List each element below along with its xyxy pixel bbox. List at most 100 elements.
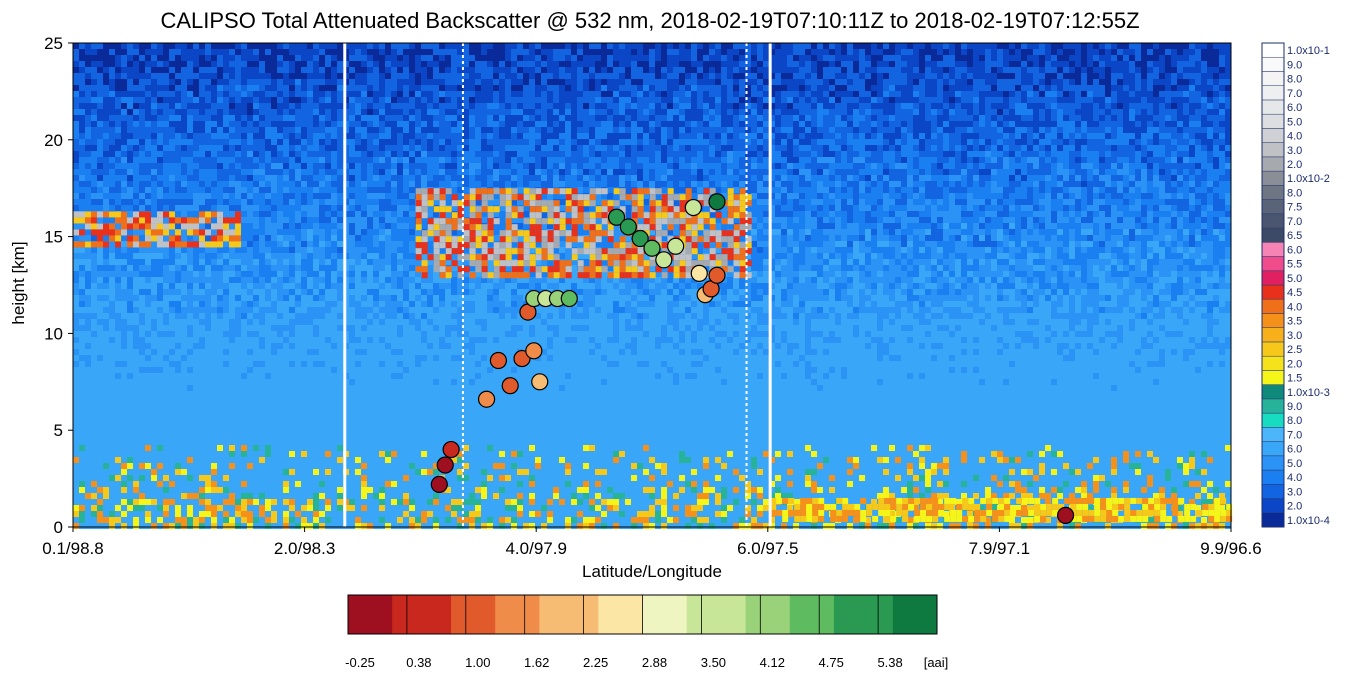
- aai-colorbar-swatch: [643, 595, 658, 634]
- backscatter-colorbar-label: 5.0: [1287, 458, 1302, 470]
- backscatter-colorbar-swatch: [1262, 413, 1284, 427]
- aai-point: [479, 391, 495, 407]
- x-tick-label: 0.1/98.8: [42, 539, 103, 558]
- backscatter-colorbar-swatch: [1262, 442, 1284, 456]
- backscatter-colorbar-swatch: [1262, 356, 1284, 370]
- backscatter-colorbar-label: 8.0: [1287, 187, 1302, 199]
- aai-colorbar-swatch: [598, 595, 613, 634]
- aai-colorbar-swatch: [893, 595, 908, 634]
- aai-colorbar-swatch: [657, 595, 672, 634]
- backscatter-colorbar-label: 3.0: [1287, 330, 1302, 342]
- backscatter-colorbar-swatch: [1262, 271, 1284, 285]
- backscatter-colorbar-swatch: [1262, 328, 1284, 342]
- aai-colorbar-swatch: [628, 595, 643, 634]
- backscatter-colorbar-swatch: [1262, 499, 1284, 513]
- backscatter-colorbar-swatch: [1262, 86, 1284, 100]
- backscatter-colorbar-swatch: [1262, 427, 1284, 441]
- backscatter-colorbar-swatch: [1262, 513, 1284, 527]
- backscatter-colorbar-swatch: [1262, 399, 1284, 413]
- aai-point: [709, 194, 725, 210]
- aai-colorbar-swatch: [613, 595, 628, 634]
- backscatter-colorbar-swatch: [1262, 171, 1284, 185]
- backscatter-colorbar-label: 2.0: [1287, 159, 1302, 171]
- aai-colorbar-swatch: [466, 595, 481, 634]
- backscatter-colorbar-label: 5.0: [1287, 273, 1302, 285]
- backscatter-colorbar-label: 6.0: [1287, 102, 1302, 114]
- backscatter-colorbar-swatch: [1262, 43, 1284, 57]
- aai-colorbar-swatch: [436, 595, 451, 634]
- backscatter-colorbar-label: 1.0x10-2: [1287, 173, 1330, 185]
- backscatter-colorbar-swatch: [1262, 242, 1284, 256]
- aai-point: [561, 291, 577, 307]
- backscatter-colorbar-label: 7.5: [1287, 202, 1302, 214]
- layer-3: [770, 498, 1232, 522]
- aai-colorbar: -0.25 0.38 1.00 1.62 2.25 2.88 3.50 4.12 4.75 5.3…: [345, 595, 937, 670]
- backscatter-colorbar-swatch: [1262, 71, 1284, 85]
- backscatter-colorbar-label: 6.0: [1287, 244, 1302, 256]
- aai-colorbar-tick-label: 2.25: [583, 655, 608, 670]
- backscatter-colorbar-swatch: [1262, 257, 1284, 271]
- chart-title: CALIPSO Total Attenuated Backscatter @ 5…: [160, 8, 1139, 33]
- y-tick-label: 25: [44, 34, 63, 53]
- aai-colorbar-tick-label: -0.25: [345, 655, 375, 670]
- aai-point: [668, 238, 684, 254]
- backscatter-colorbar: 1.0x10-42.03.04.05.06.07.08.09.01.0x10-3…: [1262, 43, 1330, 527]
- aai-colorbar-swatch: [701, 595, 716, 634]
- x-tick-label: 9.9/96.6: [1200, 539, 1261, 558]
- backscatter-colorbar-label: 3.5: [1287, 316, 1302, 328]
- backscatter-colorbar-label: 1.5: [1287, 373, 1302, 385]
- aai-point: [709, 267, 725, 283]
- aai-colorbar-swatch: [363, 595, 378, 634]
- backscatter-colorbar-label: 9.0: [1287, 401, 1302, 413]
- aai-colorbar-swatch: [922, 595, 937, 634]
- backscatter-colorbar-swatch: [1262, 285, 1284, 299]
- aai-point: [656, 252, 672, 268]
- aai-colorbar-swatch: [451, 595, 466, 634]
- aai-colorbar-swatch: [819, 595, 834, 634]
- aai-colorbar-swatch: [746, 595, 761, 634]
- aai-colorbar-tick-label: 1.00: [465, 655, 490, 670]
- aai-unit-label: [aai]: [924, 655, 949, 670]
- backscatter-colorbar-swatch: [1262, 185, 1284, 199]
- aai-point: [443, 442, 459, 458]
- backscatter-colorbar-label: 4.0: [1287, 472, 1302, 484]
- aai-colorbar-swatch: [510, 595, 525, 634]
- y-tick-label: 20: [44, 131, 63, 150]
- backscatter-colorbar-swatch: [1262, 484, 1284, 498]
- aai-colorbar-swatch: [539, 595, 554, 634]
- aai-colorbar-swatch: [908, 595, 923, 634]
- y-axis-label: height [km]: [9, 241, 28, 324]
- y-tick-label: 0: [54, 518, 63, 537]
- aai-point: [490, 353, 506, 369]
- aai-colorbar-swatch: [554, 595, 569, 634]
- aai-colorbar-swatch: [407, 595, 422, 634]
- aai-colorbar-swatch: [392, 595, 407, 634]
- aai-colorbar-swatch: [731, 595, 746, 634]
- aai-colorbar-swatch: [878, 595, 893, 634]
- aai-point: [1058, 507, 1074, 523]
- aai-colorbar-swatch: [525, 595, 540, 634]
- aai-colorbar-swatch: [348, 595, 363, 634]
- backscatter-colorbar-swatch: [1262, 143, 1284, 157]
- aai-colorbar-tick-label: 2.88: [642, 655, 667, 670]
- backscatter-colorbar-swatch: [1262, 370, 1284, 384]
- backscatter-colorbar-label: 3.0: [1287, 145, 1302, 157]
- backscatter-colorbar-label: 2.0: [1287, 501, 1302, 513]
- aai-colorbar-tick-label: 0.38: [406, 655, 431, 670]
- aai-point: [526, 343, 542, 359]
- aai-colorbar-tick-label: 4.75: [819, 655, 844, 670]
- backscatter-colorbar-label: 1.0x10-4: [1287, 515, 1330, 527]
- aai-point: [644, 240, 660, 256]
- x-tick-label: 2.0/98.3: [274, 539, 335, 558]
- aai-point: [437, 457, 453, 473]
- backscatter-colorbar-swatch: [1262, 57, 1284, 71]
- aai-colorbar-tick-label: 1.62: [524, 655, 549, 670]
- backscatter-colorbar-label: 8.0: [1287, 415, 1302, 427]
- y-tick-label: 10: [44, 324, 63, 343]
- backscatter-colorbar-label: 1.0x10-1: [1287, 45, 1330, 57]
- backscatter-colorbar-label: 3.0: [1287, 486, 1302, 498]
- x-axis: 0.1/98.8 2.0/98.3 4.0/97.9 6.0/97.5 7.9/97.1…: [42, 527, 1261, 558]
- backscatter-colorbar-swatch: [1262, 114, 1284, 128]
